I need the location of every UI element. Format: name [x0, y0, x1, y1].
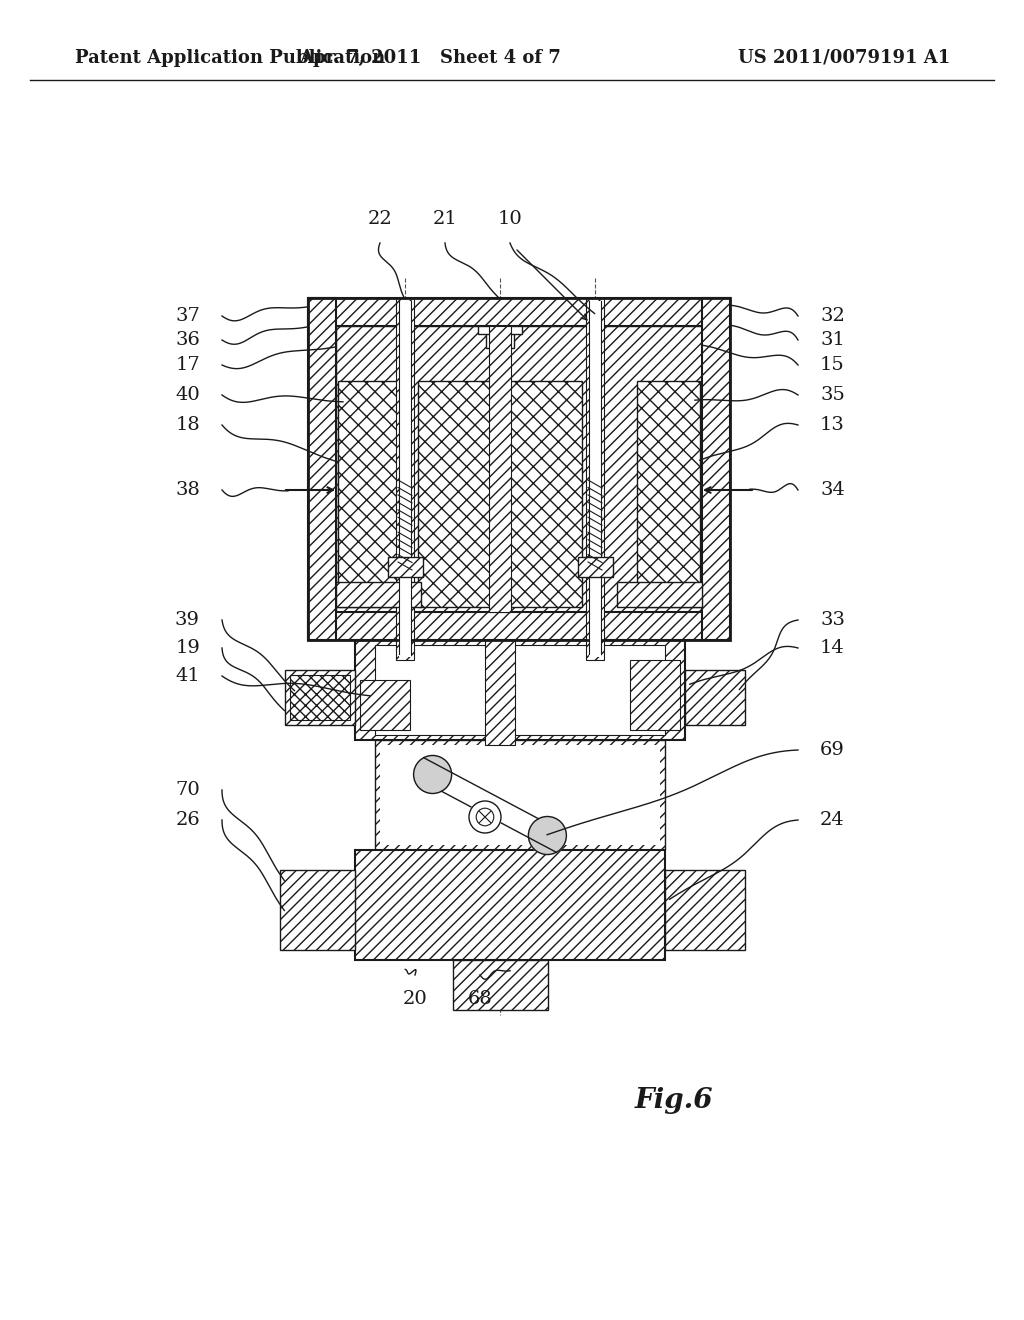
Bar	[637, 381, 700, 607]
Text: 32: 32	[820, 308, 845, 325]
Bar	[399, 301, 411, 657]
Text: 68: 68	[468, 990, 493, 1008]
Text: 19: 19	[175, 639, 200, 657]
Text: 33: 33	[820, 611, 845, 630]
Text: 34: 34	[820, 480, 845, 499]
Bar	[380, 744, 660, 845]
Bar	[510, 381, 582, 607]
Text: 70: 70	[175, 781, 200, 799]
Bar	[308, 298, 336, 640]
Text: US 2011/0079191 A1: US 2011/0079191 A1	[737, 49, 950, 67]
Bar	[388, 557, 423, 577]
Bar	[478, 326, 522, 334]
Bar	[578, 557, 613, 577]
Circle shape	[528, 817, 566, 854]
Circle shape	[469, 801, 501, 833]
Text: 36: 36	[175, 331, 200, 348]
Bar	[418, 381, 490, 607]
Circle shape	[476, 808, 494, 826]
Bar	[336, 582, 421, 607]
Bar	[489, 326, 511, 612]
Bar	[396, 298, 414, 660]
Text: 37: 37	[175, 308, 200, 325]
Bar	[336, 326, 702, 612]
Text: Patent Application Publication: Patent Application Publication	[75, 49, 385, 67]
Text: 31: 31	[820, 331, 845, 348]
Text: 35: 35	[820, 385, 845, 404]
Bar	[375, 645, 665, 735]
Text: 26: 26	[175, 810, 200, 829]
Bar	[355, 850, 665, 960]
Text: 38: 38	[175, 480, 200, 499]
Text: 18: 18	[175, 416, 200, 434]
Bar	[308, 298, 730, 326]
Bar	[617, 582, 702, 607]
Circle shape	[414, 755, 452, 793]
Text: 41: 41	[175, 667, 200, 685]
Text: 17: 17	[175, 356, 200, 374]
Text: 10: 10	[498, 210, 522, 228]
Bar	[280, 870, 355, 950]
Text: Apr. 7, 2011   Sheet 4 of 7: Apr. 7, 2011 Sheet 4 of 7	[299, 49, 561, 67]
Text: 39: 39	[175, 611, 200, 630]
Text: 22: 22	[368, 210, 392, 228]
Bar	[308, 612, 730, 640]
Text: 13: 13	[820, 416, 845, 434]
Text: 24: 24	[820, 810, 845, 829]
Bar	[702, 298, 730, 640]
Text: 21: 21	[432, 210, 458, 228]
Bar	[290, 675, 350, 719]
Text: Fig.6: Fig.6	[635, 1086, 714, 1114]
Bar	[360, 680, 410, 730]
Bar	[586, 298, 604, 660]
Bar	[486, 326, 514, 348]
Bar	[308, 298, 730, 640]
Bar	[338, 381, 401, 607]
Bar	[355, 640, 685, 741]
Bar	[665, 870, 745, 950]
Bar	[589, 301, 601, 657]
Text: 14: 14	[820, 639, 845, 657]
Text: 20: 20	[402, 990, 427, 1008]
Text: 40: 40	[175, 385, 200, 404]
Bar	[375, 741, 665, 850]
Bar	[685, 671, 745, 725]
Bar	[485, 640, 515, 744]
Bar	[453, 960, 548, 1010]
Bar	[630, 660, 680, 730]
Text: 69: 69	[820, 741, 845, 759]
Text: 15: 15	[820, 356, 845, 374]
Bar	[285, 671, 355, 725]
